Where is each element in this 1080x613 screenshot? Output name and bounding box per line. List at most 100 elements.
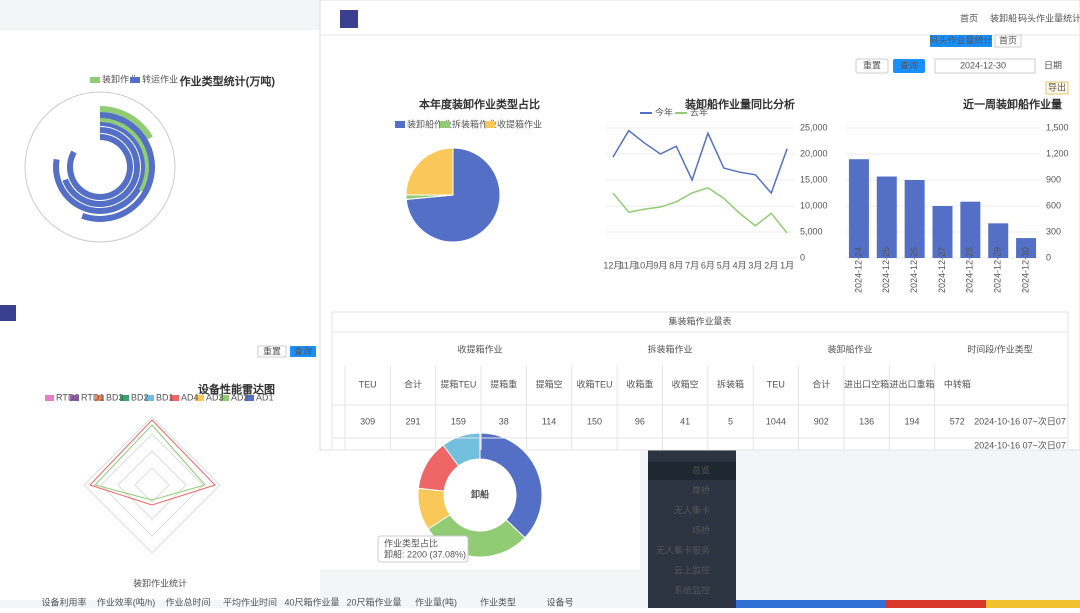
radar-grid: [117, 450, 187, 520]
tooltip: [377, 535, 469, 563]
button[interactable]: 查询: [294, 345, 312, 356]
line: [612, 186, 788, 234]
x-tick-label: 10月: [635, 260, 654, 270]
button[interactable]: 导出: [1048, 81, 1066, 92]
menu-item[interactable]: 场桥: [692, 524, 710, 535]
date-input[interactable]: [934, 58, 1036, 74]
button[interactable]: [893, 59, 925, 73]
button[interactable]: 查询: [900, 59, 918, 70]
legend-label: AD3: [206, 392, 224, 402]
table-cell: 1044: [766, 416, 786, 426]
radar-grid: [134, 467, 170, 503]
button[interactable]: [257, 345, 287, 358]
button[interactable]: [855, 58, 889, 74]
menu-item[interactable]: [648, 582, 736, 600]
bar: [932, 206, 953, 258]
table-header: 提箱TEU: [440, 378, 476, 389]
slice: [442, 432, 481, 467]
polar-bar: [67, 134, 133, 200]
legend-label: 装卸作业: [102, 73, 138, 84]
breadcrumb: 码头作业量统计: [1018, 12, 1080, 23]
menu-item[interactable]: [648, 542, 736, 560]
table-cell: 2024-10-16 07~次日07: [974, 439, 1066, 450]
menu-item[interactable]: 总览: [692, 464, 710, 475]
legend-label: AD4: [181, 392, 199, 402]
tab[interactable]: 首页: [999, 34, 1017, 45]
legend-label: RTD1: [81, 392, 104, 402]
table-header: 提箱重: [490, 378, 517, 389]
bar: [848, 159, 869, 258]
breadcrumb: 首页: [960, 12, 978, 23]
menu-item[interactable]: [648, 522, 736, 540]
table-group: 拆装箱作业: [647, 343, 692, 354]
date-value[interactable]: 2024-12-30: [960, 60, 1006, 70]
y-tick-label: 300: [1046, 226, 1061, 236]
chart-title: 作业类型统计(万吨): [180, 74, 276, 88]
legend-swatch: [440, 121, 450, 128]
legend-label: 转运作业: [142, 73, 178, 84]
tooltip-text: 卸船: 2200 (37.08%): [384, 548, 466, 559]
polar-axis: [24, 91, 176, 243]
polar-bar: [81, 112, 155, 222]
table-header: 40尺箱作业量: [284, 596, 339, 607]
table-cell: 150: [587, 416, 602, 426]
tab[interactable]: 码头作业量统计: [929, 34, 992, 45]
table-cell: 291: [406, 416, 421, 426]
menu-item[interactable]: 无人集卡服务: [656, 544, 710, 555]
legend-label: AD1: [256, 392, 274, 402]
bar: [960, 201, 981, 258]
y-tick-label: 25,000: [800, 122, 828, 132]
menu-item[interactable]: [648, 502, 736, 520]
chart-title: 本年度装卸作业类型占比: [419, 97, 540, 111]
menu-item[interactable]: [648, 482, 736, 500]
polar-bar: [99, 106, 153, 140]
tab[interactable]: [930, 35, 992, 47]
logo: [0, 305, 16, 321]
table-frame: [331, 311, 1069, 451]
table-header: 作业总时间: [165, 596, 210, 607]
y-tick-label: 900: [1046, 174, 1061, 184]
legend-swatch: [130, 77, 140, 83]
table-header: 设备号: [546, 596, 573, 607]
radar-grid: [100, 433, 204, 537]
table-header: 20尺箱作业量: [346, 596, 401, 607]
x-tick-label: 2024-12-27: [937, 247, 947, 293]
breadcrumb: 装卸船: [990, 12, 1017, 23]
legend-label: RTD2: [56, 392, 79, 402]
menu-item[interactable]: [648, 462, 736, 480]
x-tick-label: 2月: [764, 260, 778, 270]
radar-shape: [89, 419, 216, 506]
logo: [340, 10, 358, 28]
button[interactable]: 重置: [263, 345, 281, 356]
legend-swatch: [195, 395, 204, 401]
left-top-panel: [0, 30, 320, 300]
menu-item[interactable]: 系统监控: [674, 584, 710, 595]
x-tick-label: 8月: [669, 260, 683, 270]
x-tick-label: 7月: [685, 260, 699, 270]
button[interactable]: [1045, 81, 1069, 95]
chart-title: 近一周装卸船作业量: [963, 97, 1062, 111]
table-cell: 572: [950, 416, 965, 426]
legend-label: BD2: [131, 392, 149, 402]
polar-bar: [62, 127, 140, 207]
x-tick-label: 2024-12-25: [881, 247, 891, 293]
x-tick-label: 3月: [748, 260, 762, 270]
table-header: 平均作业时间: [223, 596, 277, 607]
button[interactable]: 重置: [863, 59, 881, 70]
table-cell: 194: [904, 416, 919, 426]
menu-item[interactable]: 云上监控: [674, 564, 710, 575]
menu-item[interactable]: 无人集卡: [674, 504, 710, 515]
menu-item[interactable]: [648, 562, 736, 580]
legend-label: BD1: [156, 392, 174, 402]
legend-swatch: [245, 395, 254, 401]
menu-item[interactable]: 岸桥: [692, 484, 710, 495]
table-header: 作业类型: [480, 596, 516, 607]
tab[interactable]: [994, 34, 1022, 48]
button[interactable]: [290, 346, 316, 357]
x-tick-label: 2024-12-29: [993, 247, 1003, 293]
legend-swatch: [145, 395, 154, 401]
y-tick-label: 20,000: [800, 148, 828, 158]
legend-swatch: [70, 395, 79, 401]
polar-bar: [53, 120, 147, 214]
y-tick-label: 5,000: [800, 226, 823, 236]
